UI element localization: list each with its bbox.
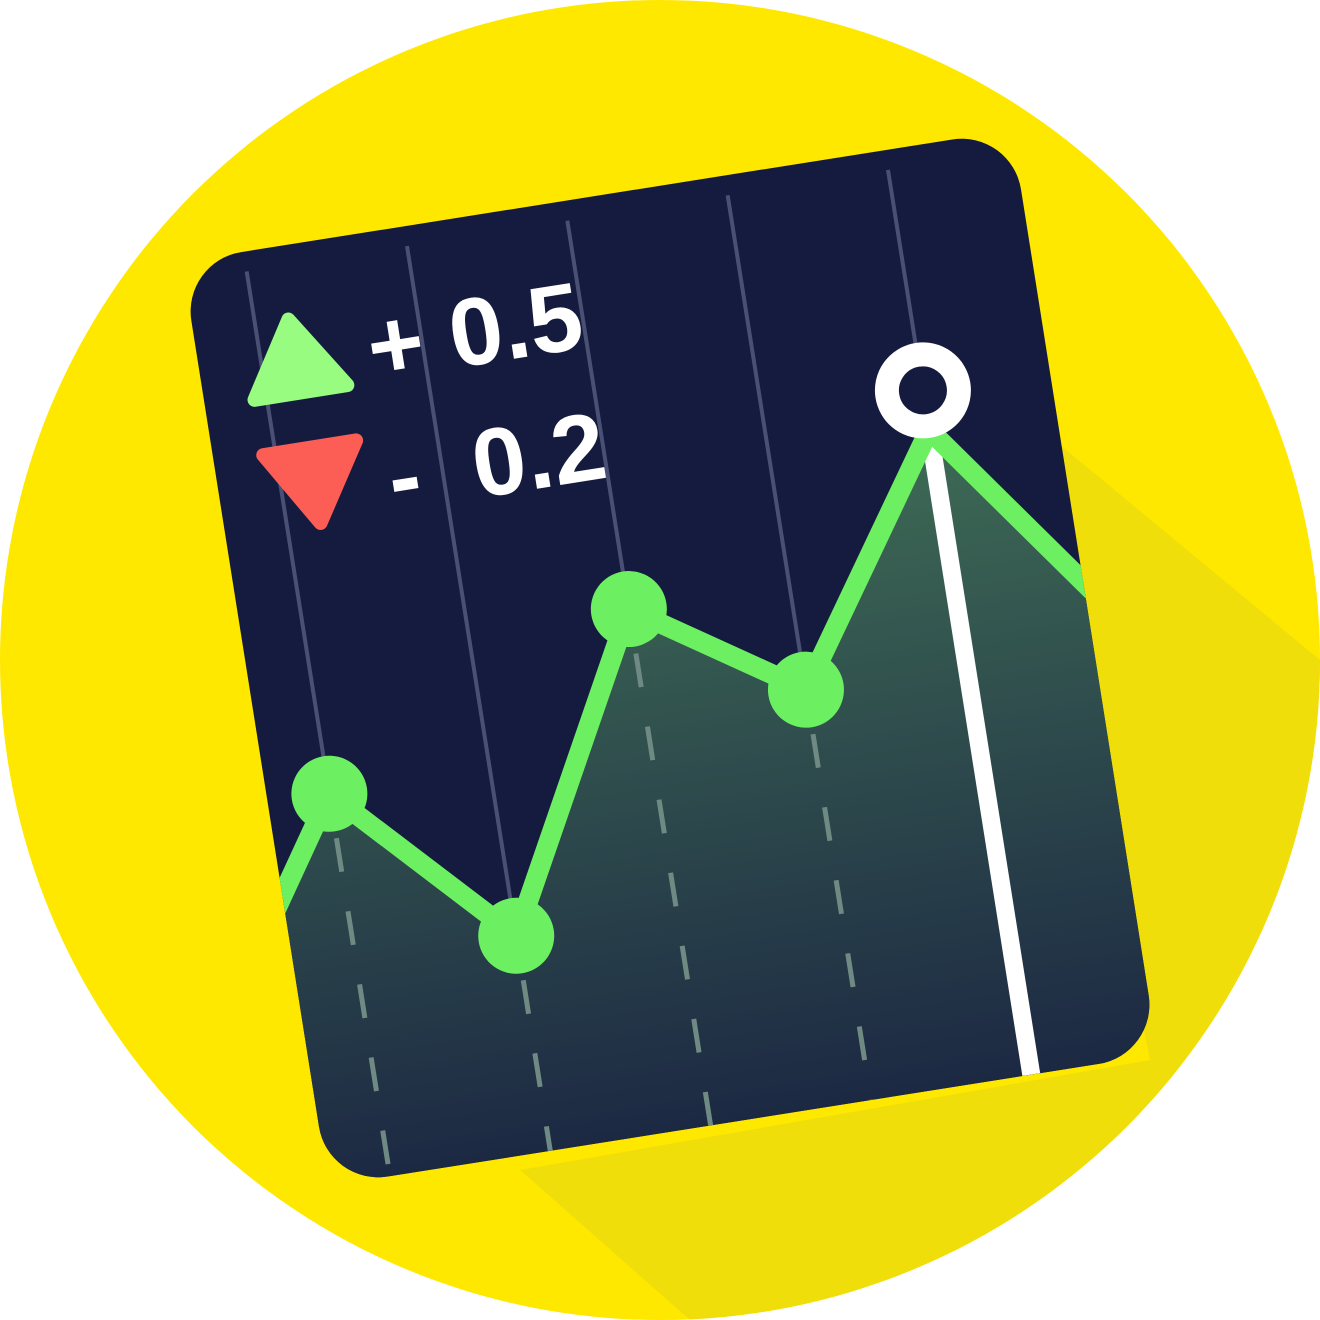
triangle-up-icon (247, 312, 355, 407)
dashed-guides (333, 653, 874, 1177)
dashed-guide (520, 979, 553, 1152)
dashed-guide (633, 653, 714, 1126)
dashed-guide (810, 733, 874, 1101)
chart-point (767, 651, 844, 728)
chart-points (291, 571, 844, 974)
chart-point (291, 755, 368, 832)
highlight-marker-ring (874, 342, 971, 439)
chart-area (207, 429, 1159, 1186)
dashed-guide (333, 837, 393, 1177)
chart-card: + 0.5 - 0.2 (190, 138, 1159, 1186)
triangle-down-icon (256, 433, 364, 530)
card-shadow (520, 410, 1320, 1320)
chart-point (478, 897, 555, 974)
chart-point (590, 571, 667, 648)
highlight-marker-line (920, 428, 1041, 1077)
